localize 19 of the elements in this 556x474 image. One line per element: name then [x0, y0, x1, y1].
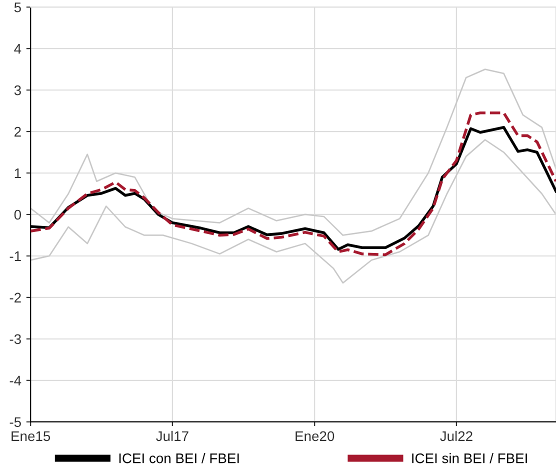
y-tick-label: -4 — [10, 376, 22, 386]
y-tick-label: -5 — [10, 417, 21, 428]
line-series — [30, 68, 556, 236]
y-tick-label: -2 — [10, 292, 21, 302]
x-tick-label: Jul22 — [440, 430, 472, 442]
legend-label: ICEI sin BEI / FBEI — [412, 453, 527, 464]
y-tick-label: 3 — [14, 85, 21, 96]
x-tick-label: Jul17 — [156, 430, 188, 442]
y-tick-label: 0 — [14, 210, 22, 220]
x-tick-label: Ene20 — [296, 431, 334, 442]
y-tick-label: 1 — [14, 168, 21, 178]
x-tick-label: Ene15 — [12, 431, 50, 442]
y-tick-label: -3 — [10, 334, 21, 344]
y-tick-label: 5 — [14, 2, 21, 12]
y-tick-label: 2 — [14, 126, 21, 137]
line-series — [30, 139, 556, 284]
y-tick-label: -1 — [10, 251, 21, 261]
y-tick-label: 4 — [14, 44, 22, 54]
legend-label: ICEI con BEI / FBEI — [119, 453, 239, 464]
